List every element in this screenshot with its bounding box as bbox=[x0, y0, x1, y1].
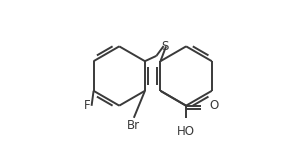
Text: O: O bbox=[210, 99, 219, 112]
Text: Br: Br bbox=[127, 119, 140, 132]
Text: F: F bbox=[84, 99, 91, 112]
Text: S: S bbox=[161, 40, 168, 53]
Text: HO: HO bbox=[177, 125, 195, 138]
